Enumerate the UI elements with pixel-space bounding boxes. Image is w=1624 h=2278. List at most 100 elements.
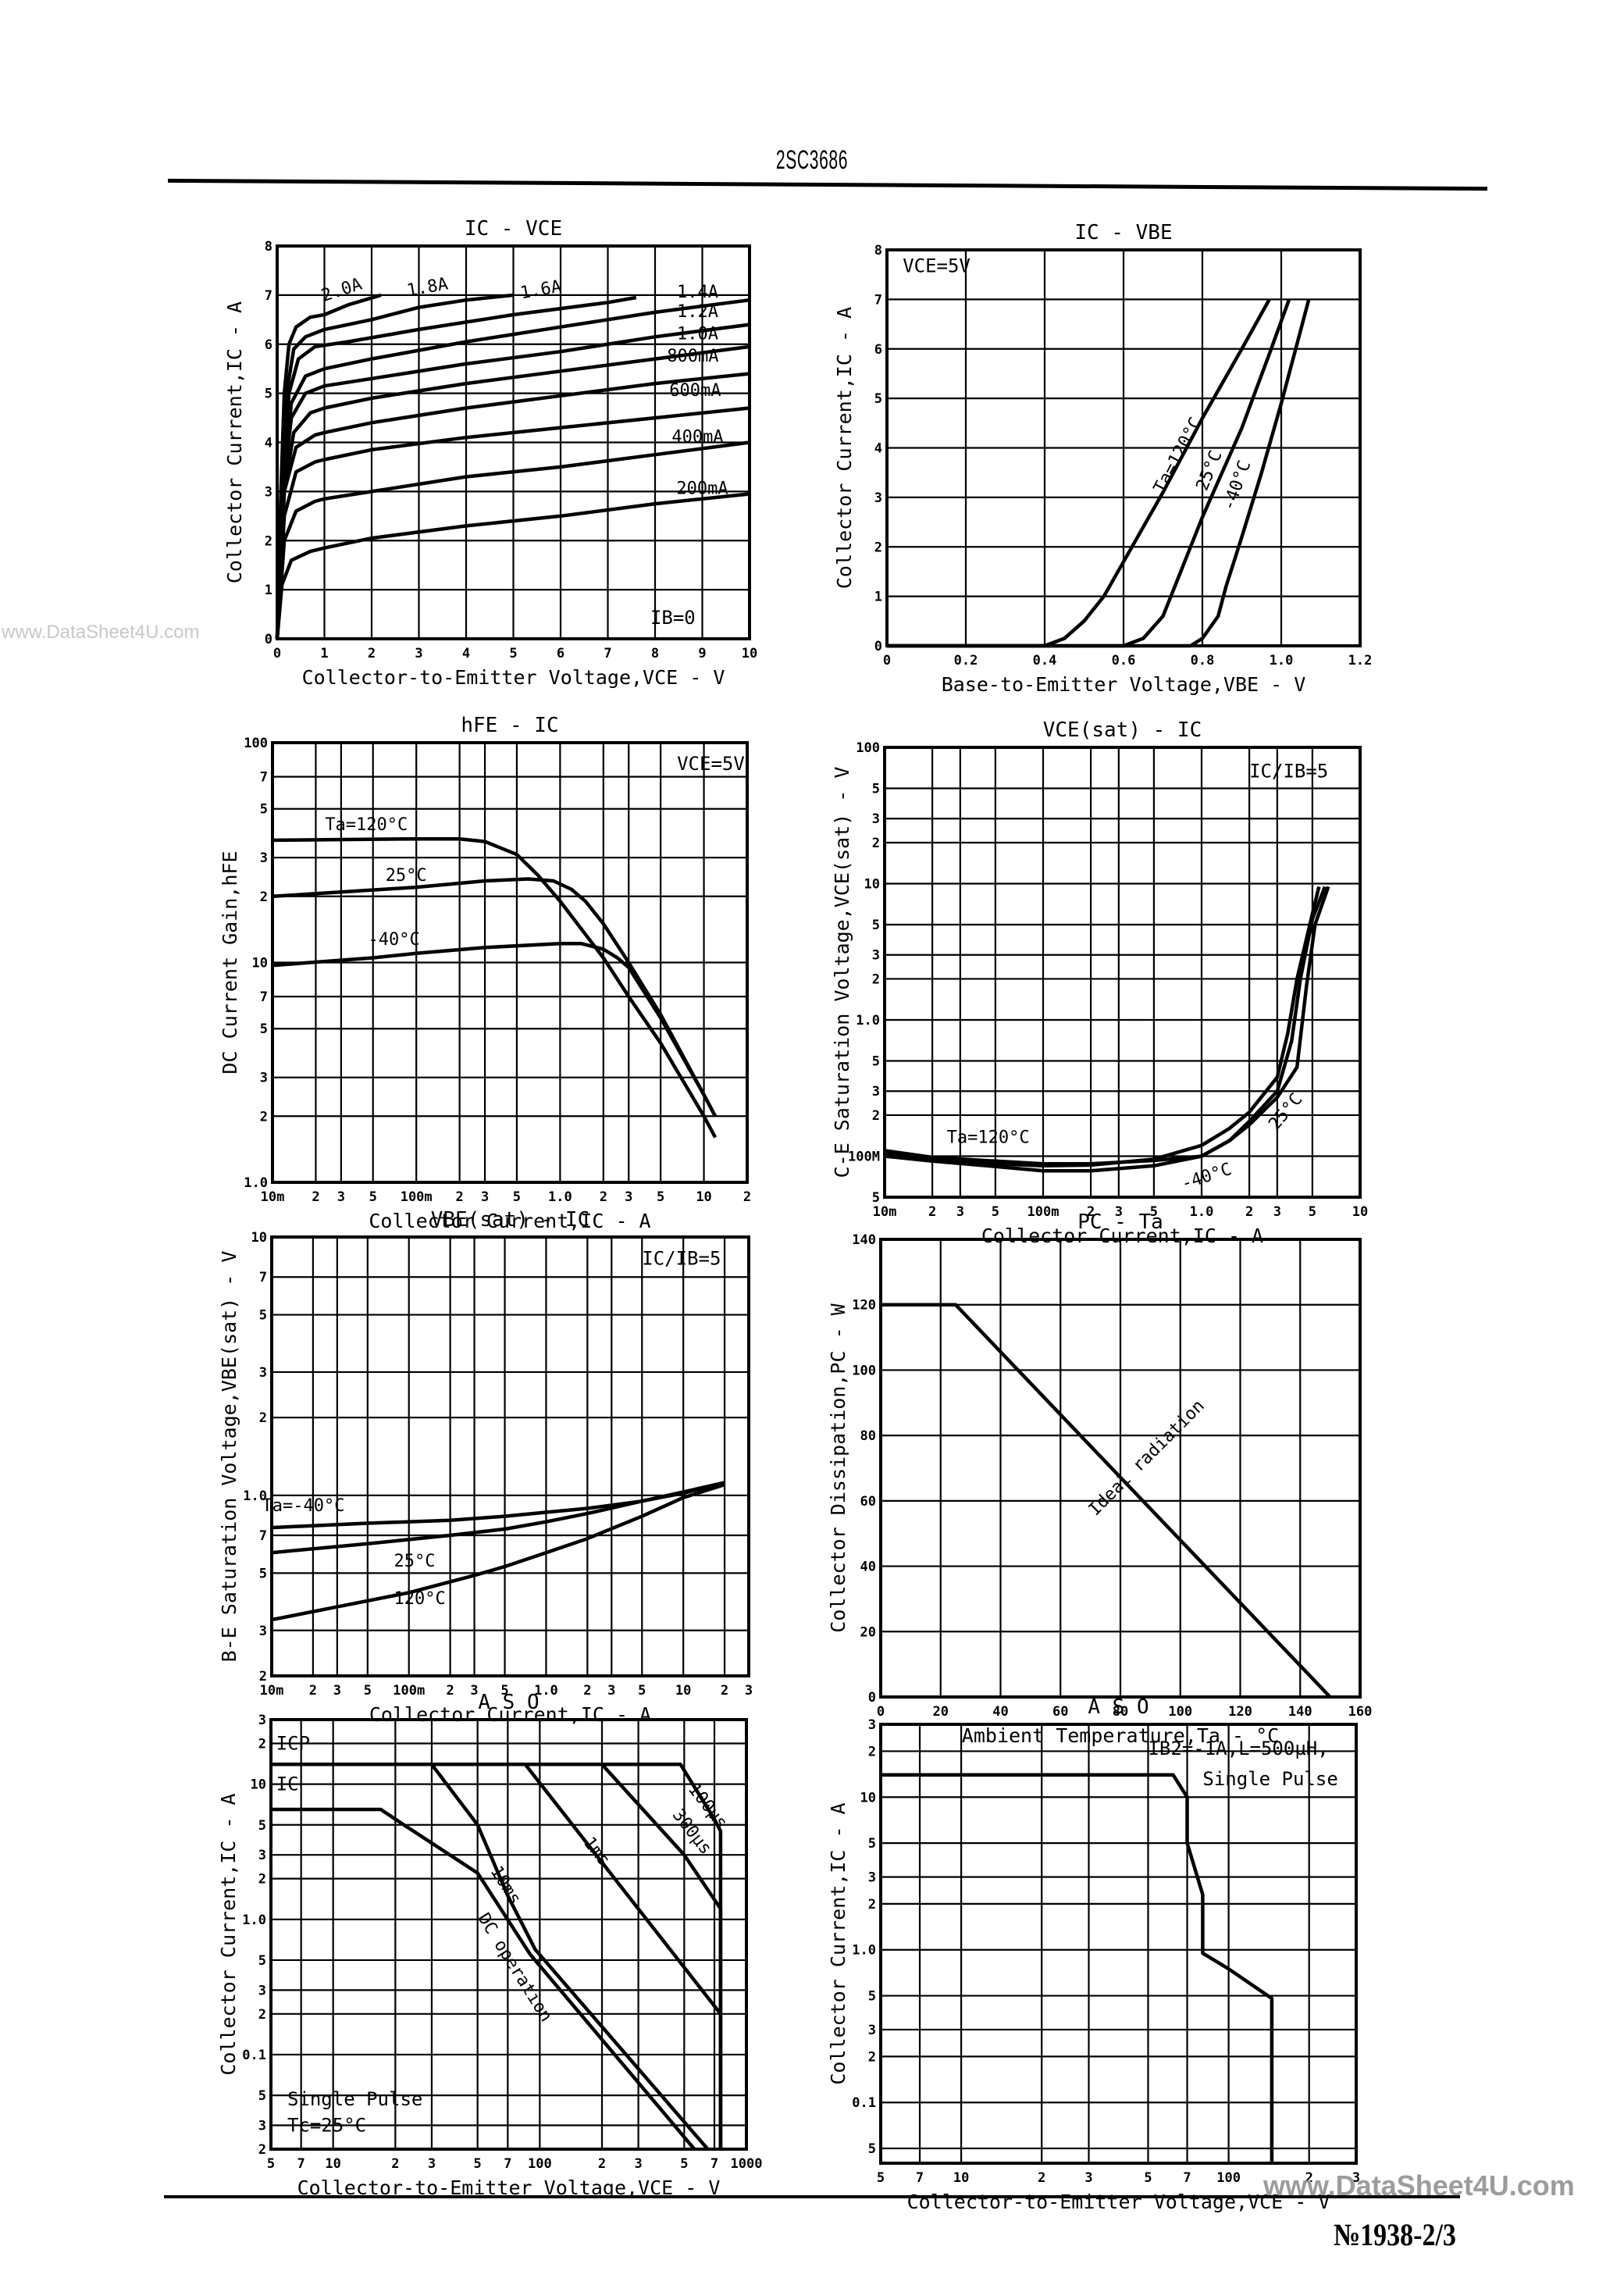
y-tick-label: 1	[874, 590, 882, 605]
x-tick-label: 2	[309, 1683, 317, 1699]
y-tick-label: 5	[872, 918, 880, 933]
y-tick-label: 7	[259, 1528, 267, 1544]
series-label: 200mA	[676, 479, 728, 499]
series-curve	[430, 1763, 710, 2151]
y-tick-label: 20	[860, 1624, 876, 1640]
y-tick-label: 0	[868, 1690, 876, 1706]
x-tick-label: 3	[1273, 1204, 1281, 1220]
x-tick-label: 5	[369, 1189, 377, 1205]
y-tick-label: 2	[872, 1108, 880, 1124]
y-axis-label: DC Current Gain,hFE	[219, 851, 241, 1075]
x-tick-label: 5	[500, 1683, 508, 1699]
x-tick-label: 3	[1352, 2170, 1360, 2186]
y-tick-label: 1.0	[852, 1943, 876, 1959]
x-tick-label: 5	[680, 2156, 688, 2172]
x-tick-label: 100m	[1027, 1204, 1060, 1220]
y-tick-label: 2	[260, 1109, 268, 1125]
chart-annotation: Single Pulse	[1202, 1768, 1337, 1790]
x-tick-label: 2	[312, 1189, 319, 1205]
x-tick-label: 2	[1038, 2170, 1045, 2186]
series-label: 25°C	[386, 866, 427, 886]
y-tick-label: 3	[260, 850, 268, 866]
series-curve	[887, 298, 1291, 648]
y-tick-label: 3	[872, 948, 880, 964]
y-tick-label: 100	[856, 740, 880, 756]
y-tick-label: 5	[868, 1836, 876, 1852]
y-tick-label: 2	[258, 2142, 266, 2158]
x-tick-label: 5	[474, 2156, 482, 2172]
y-tick-label: 2	[872, 836, 880, 851]
series-curve	[275, 295, 637, 640]
series-label: 1.8A	[405, 274, 450, 301]
x-tick-label: 10	[325, 2156, 340, 2172]
y-tick-label: 5	[260, 802, 268, 818]
y-tick-label: 3	[259, 1624, 267, 1639]
chart-vbesat_ic: 10m 2 3 5 100m 2 3 5 1.0 2 3 5 10 2 323571.0235710VBE(…	[218, 1208, 753, 1726]
series-curve	[881, 1773, 1274, 2163]
y-tick-label: 3	[258, 2119, 266, 2134]
chart-hfe_ic: 10m 2 3 5 100m 2 3 5 1.0 2 3 5 10 2 1.0 2 3 5 7 10 2 3 5 7 100 hF…	[219, 714, 751, 1232]
x-tick-label: 2	[446, 1683, 454, 1699]
x-tick-label: 10	[1352, 1204, 1368, 1220]
plot-frame	[270, 1235, 750, 1677]
series-curve	[271, 1807, 696, 2151]
y-tick-label: 5	[868, 2141, 876, 2157]
x-tick-label: 3	[470, 1683, 478, 1699]
chart-annotation: ICP	[276, 1732, 310, 1754]
y-tick-label: 2	[265, 533, 272, 549]
document-number: №1938-2/3	[1334, 2217, 1456, 2252]
y-tick-label: 3	[868, 2023, 876, 2038]
x-tick-label: 10m	[261, 1189, 285, 1205]
x-tick-label: 3	[333, 1683, 341, 1699]
chart-annotation: VCE=5V	[903, 255, 970, 277]
y-tick-label: 100M	[848, 1149, 880, 1164]
y-tick-label: 3	[260, 1071, 268, 1086]
chart-title: PC - Ta	[1077, 1210, 1163, 1234]
x-tick-label: 0.4	[1033, 653, 1057, 668]
chart-annotation: IB=0	[650, 607, 696, 629]
series-curve	[523, 1763, 723, 2149]
x-tick-label: 3	[481, 1189, 489, 1205]
y-tick-label: 1.0	[242, 1913, 266, 1928]
series-label: 600mA	[669, 381, 721, 401]
x-tick-label: 7	[1183, 2170, 1191, 2186]
footer-rule	[164, 2195, 1460, 2198]
x-tick-label: 100	[1168, 1704, 1192, 1720]
y-tick-label: 4	[874, 441, 882, 457]
series-label: 120°C	[394, 1589, 446, 1609]
x-tick-label: 80	[1113, 1704, 1128, 1720]
y-tick-label: 4	[265, 436, 272, 451]
x-axis-label: Collector-to-Emitter Voltage,VCE - V	[302, 666, 725, 689]
x-tick-label: 5	[1144, 2170, 1152, 2186]
y-tick-label: 10	[251, 1777, 266, 1793]
y-tick-label: 5	[259, 1308, 267, 1324]
y-tick-label: 2	[868, 1744, 876, 1759]
series-label: 25°C	[394, 1552, 436, 1571]
y-tick-label: 0	[265, 632, 272, 647]
y-tick-label: 0	[874, 639, 882, 654]
series-label: 1.2A	[677, 302, 718, 322]
y-axis-label: Collector Current,IC - A	[217, 1793, 240, 2075]
y-tick-label: 2	[259, 1410, 267, 1426]
plot-frame	[883, 746, 1362, 1199]
x-tick-label: 2	[928, 1204, 936, 1220]
x-tick-label: 10	[953, 2170, 969, 2186]
x-tick-label: 5	[1309, 1204, 1316, 1220]
x-tick-label: 100m	[401, 1189, 433, 1205]
series-label: 400mA	[671, 428, 723, 447]
chart-vcesat_ic: 10m 2 3 5 100m 2 3 5 1.0 2 3 5 10 5 100M 2 3 5 1.0 2 3 5 10 2 3 5…	[831, 718, 1368, 1247]
page-title: 2SC3686	[775, 145, 849, 175]
y-tick-label: 3	[868, 1717, 876, 1733]
chart-title: hFE - IC	[461, 714, 558, 737]
series-curve	[275, 406, 750, 640]
y-tick-label: 3	[258, 1983, 266, 1998]
y-tick-label: 10	[860, 1790, 876, 1806]
y-tick-label: 5	[260, 1021, 268, 1037]
chart-annotation: VCE=5V	[677, 753, 745, 775]
y-tick-label: 3	[258, 1848, 266, 1863]
chart-title: A S O	[1088, 1695, 1149, 1719]
y-axis-label: Collector Dissipation,PC - W	[827, 1303, 849, 1632]
series-label: 1.0A	[677, 324, 718, 344]
x-tick-label: 10m	[873, 1204, 897, 1220]
y-axis-label: Collector Current,IC - A	[833, 307, 856, 589]
